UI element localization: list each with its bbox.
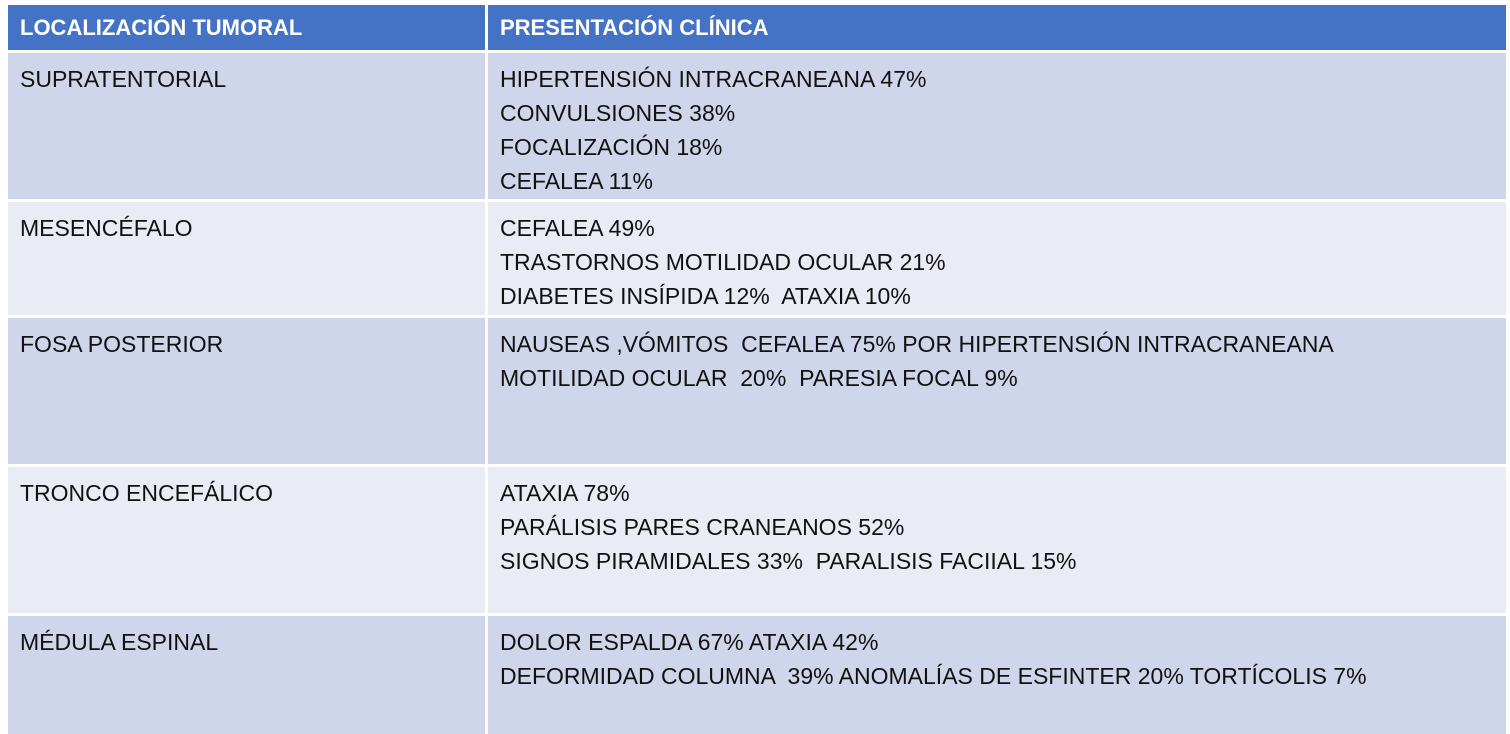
row-presentation-medula-espinal: DOLOR ESPALDA 67% ATAXIA 42% DEFORMIDAD … xyxy=(488,616,1506,734)
presentation-line: CONVULSIONES 38% xyxy=(500,100,736,126)
presentation-line: DEFORMIDAD COLUMNA 39% ANOMALÍAS DE ESFI… xyxy=(500,663,1367,689)
row-presentation-tronco-encefalico: ATAXIA 78% PARÁLISIS PARES CRANEANOS 52%… xyxy=(488,467,1506,613)
presentation-line: HIPERTENSIÓN INTRACRANEANA 47% xyxy=(500,66,927,92)
tumor-presentation-table: LOCALIZACIÓN TUMORAL PRESENTACIÓN CLÍNIC… xyxy=(8,5,1506,734)
presentation-line: ATAXIA 78% xyxy=(500,480,630,506)
presentation-line: CEFALEA 49% xyxy=(500,215,655,241)
header-presentacion: PRESENTACIÓN CLÍNICA xyxy=(488,5,1506,50)
presentation-line: MOTILIDAD OCULAR 20% PARESIA FOCAL 9% xyxy=(500,365,1018,391)
row-location-mesencefalo: MESENCÉFALO xyxy=(8,202,485,315)
location-label: MÉDULA ESPINAL xyxy=(20,629,219,655)
presentation-line: DOLOR ESPALDA 67% ATAXIA 42% xyxy=(500,629,879,655)
presentation-line: NAUSEAS ,VÓMITOS CEFALEA 75% POR HIPERTE… xyxy=(500,331,1334,357)
row-location-tronco-encefalico: TRONCO ENCEFÁLICO xyxy=(8,467,485,613)
row-location-fosa-posterior: FOSA POSTERIOR xyxy=(8,318,485,464)
presentation-line: PARÁLISIS PARES CRANEANOS 52% xyxy=(500,514,905,540)
presentation-line: TRASTORNOS MOTILIDAD OCULAR 21% xyxy=(500,249,946,275)
row-presentation-supratentorial: HIPERTENSIÓN INTRACRANEANA 47% CONVULSIO… xyxy=(488,53,1506,199)
presentation-line: FOCALIZACIÓN 18% xyxy=(500,134,723,160)
presentation-line: SIGNOS PIRAMIDALES 33% PARALISIS FACIIAL… xyxy=(500,548,1077,574)
presentation-line: DIABETES INSÍPIDA 12% ATAXIA 10% xyxy=(500,283,911,309)
location-label: SUPRATENTORIAL xyxy=(20,66,227,92)
row-presentation-fosa-posterior: NAUSEAS ,VÓMITOS CEFALEA 75% POR HIPERTE… xyxy=(488,318,1506,464)
presentation-line: CEFALEA 11% xyxy=(500,168,653,194)
location-label: MESENCÉFALO xyxy=(20,215,193,241)
header-localizacion: LOCALIZACIÓN TUMORAL xyxy=(8,5,485,50)
location-label: TRONCO ENCEFÁLICO xyxy=(20,480,274,506)
row-presentation-mesencefalo: CEFALEA 49% TRASTORNOS MOTILIDAD OCULAR … xyxy=(488,202,1506,315)
row-location-supratentorial: SUPRATENTORIAL xyxy=(8,53,485,199)
row-location-medula-espinal: MÉDULA ESPINAL xyxy=(8,616,485,734)
location-label: FOSA POSTERIOR xyxy=(20,331,224,357)
